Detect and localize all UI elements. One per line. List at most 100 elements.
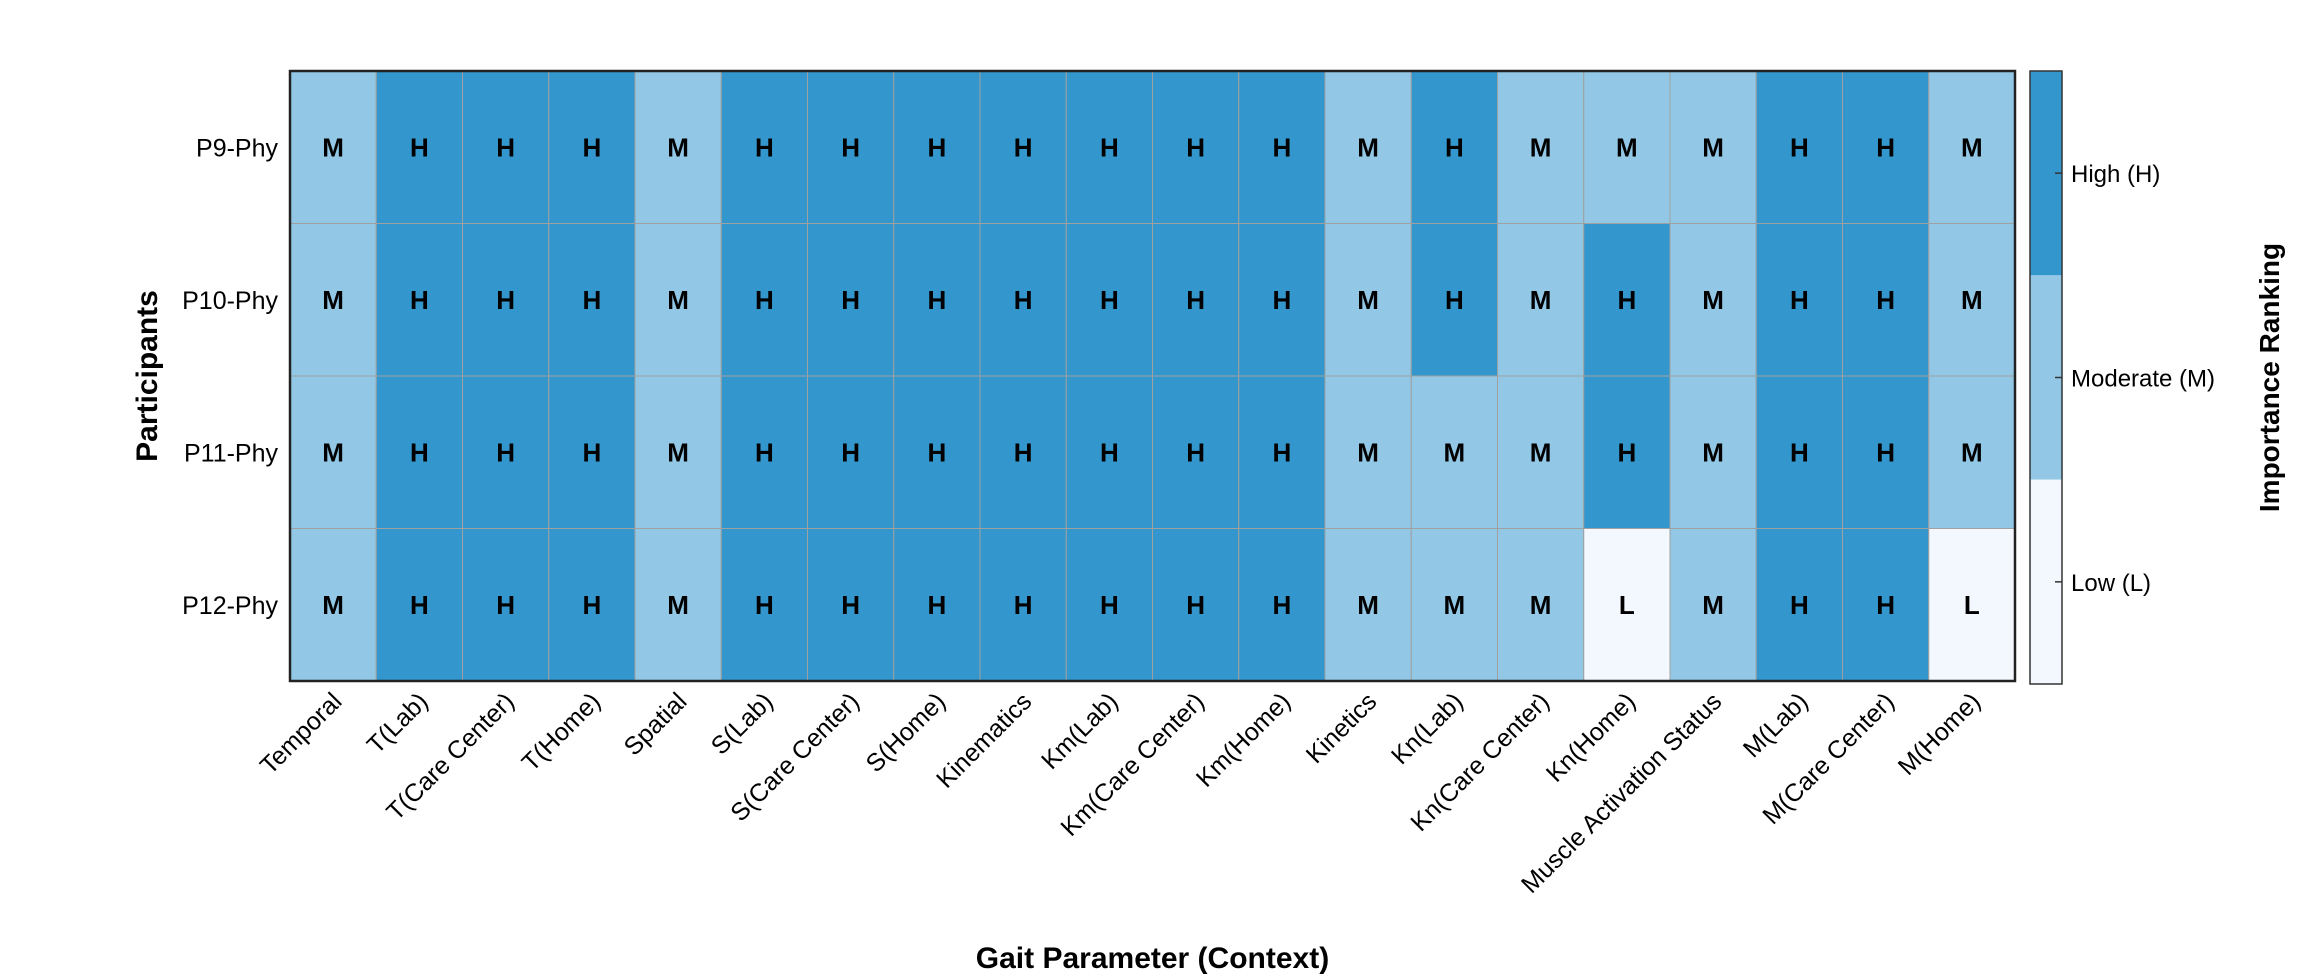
heatmap-cell (893, 375, 981, 529)
cell-label: M (1530, 590, 1552, 620)
heatmap-cell (1669, 70, 1757, 224)
y-tick-label: P10-Phy (182, 287, 278, 315)
heatmap-cell (548, 70, 636, 224)
cell-label: M (1444, 437, 1466, 467)
cell-label: M (1530, 437, 1552, 467)
heatmap-cell (893, 528, 981, 682)
heatmap-cell (462, 223, 550, 377)
heatmap-cell (1497, 70, 1585, 224)
cell-label: M (1961, 437, 1983, 467)
cell-label: H (582, 437, 601, 467)
heatmap-cell (1583, 375, 1671, 529)
cell-label: H (496, 437, 515, 467)
heatmap-cell (1669, 223, 1757, 377)
x-tick-label: Spatial (619, 687, 693, 761)
cell-label: H (1186, 132, 1205, 162)
cell-label: M (667, 285, 689, 315)
cell-label: M (1357, 285, 1379, 315)
cell-label: H (1186, 285, 1205, 315)
cell-label: H (841, 132, 860, 162)
cell-label: M (1357, 590, 1379, 620)
x-tick-label: M(Home) (1893, 687, 1986, 780)
cell-label: M (667, 590, 689, 620)
heatmap-cell (1842, 70, 1930, 224)
heatmap-cell (807, 375, 895, 529)
cell-label: H (1876, 590, 1895, 620)
heatmap-cell (1669, 375, 1757, 529)
heatmap-cell (1497, 375, 1585, 529)
cell-label: H (496, 285, 515, 315)
cell-label: H (410, 132, 429, 162)
cell-label: H (927, 590, 946, 620)
cell-label: H (841, 437, 860, 467)
cell-label: H (582, 590, 601, 620)
cell-label: H (1100, 285, 1119, 315)
cell-label: H (1272, 437, 1291, 467)
colorbar-tick-label: Moderate (M) (2071, 366, 2215, 393)
cell-label: H (1876, 132, 1895, 162)
cell-label: H (582, 132, 601, 162)
cell-label: M (667, 437, 689, 467)
x-tick-label: T(Home) (517, 687, 607, 777)
heatmap-cell (548, 528, 636, 682)
x-tick-label: T(Lab) (362, 687, 434, 759)
cell-label: H (927, 132, 946, 162)
cell-label: H (1790, 437, 1809, 467)
cell-label: H (1790, 132, 1809, 162)
cell-label: H (1876, 285, 1895, 315)
cell-label: H (927, 285, 946, 315)
heatmap-cell (462, 375, 550, 529)
cell-label: M (1961, 132, 1983, 162)
heatmap-cell (1410, 375, 1498, 529)
cell-label: H (1014, 437, 1033, 467)
heatmap-cell (1928, 70, 2016, 224)
y-axis-label: Participants (131, 290, 164, 462)
heatmap-cell (1152, 528, 1240, 682)
cell-label: H (1014, 132, 1033, 162)
heatmap-cell (807, 528, 895, 682)
heatmap-cell (1238, 70, 1326, 224)
x-tick-label: S(Home) (861, 687, 952, 778)
heatmap-cell (1583, 528, 1671, 682)
y-tick-label: P9-Phy (196, 134, 278, 162)
heatmap-cell (1065, 528, 1153, 682)
cell-label: M (667, 132, 689, 162)
heatmap-cell (893, 223, 981, 377)
cell-label: M (1702, 132, 1724, 162)
cell-label: M (1702, 285, 1724, 315)
heatmap-cell (289, 223, 377, 377)
y-tick-label: P11-Phy (184, 439, 279, 467)
x-tick-label: Km(Care Center) (1055, 687, 1209, 841)
heatmap-cell (1583, 223, 1671, 377)
heatmap-cell (1324, 375, 1412, 529)
x-tick-label: Km(Home) (1191, 687, 1296, 792)
cell-label: M (1702, 590, 1724, 620)
heatmap-cell (1669, 528, 1757, 682)
heatmap-cell (1065, 375, 1153, 529)
cell-label: H (1100, 590, 1119, 620)
cell-label: H (1014, 590, 1033, 620)
cell-label: H (410, 590, 429, 620)
heatmap-cell (979, 375, 1067, 529)
heatmap-cell (807, 223, 895, 377)
cell-label: H (755, 285, 774, 315)
cell-label: M (322, 132, 344, 162)
cell-label: H (496, 590, 515, 620)
x-tick-label: Km(Lab) (1036, 687, 1124, 775)
heatmap-cell (289, 528, 377, 682)
colorbar-tick-label: Low (L) (2071, 570, 2151, 597)
heatmap-cell (1497, 223, 1585, 377)
heatmap-cell (1152, 223, 1240, 377)
cell-label: H (755, 590, 774, 620)
cell-label: H (410, 285, 429, 315)
cell-label: H (1272, 132, 1291, 162)
heatmap-cell (720, 375, 808, 529)
heatmap-cell (1152, 375, 1240, 529)
heatmap-cell (375, 528, 463, 682)
cell-label: M (1530, 285, 1552, 315)
heatmap-cell (634, 375, 722, 529)
x-tick-label: M(Lab) (1738, 687, 1814, 763)
colorbar-tick-label: High (H) (2071, 161, 2160, 188)
